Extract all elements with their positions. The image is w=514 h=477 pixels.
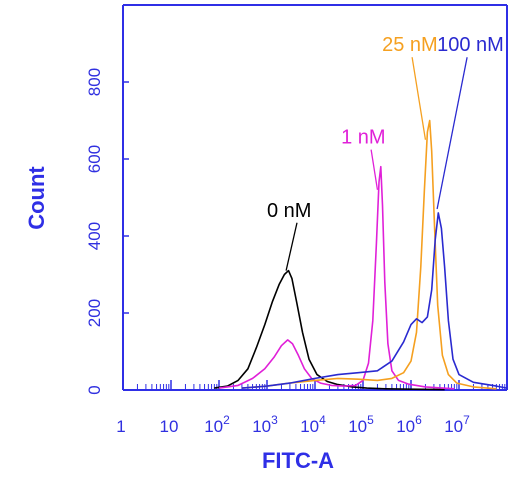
annotation-pointer-line [411, 57, 427, 140]
x-tick-label: 10 [160, 417, 179, 436]
y-tick-label: 200 [85, 299, 104, 327]
x-tick-exponent: 6 [415, 413, 422, 427]
x-tick-label: 106 [396, 413, 422, 436]
y-tick-label: 600 [85, 145, 104, 173]
series-line-0 [214, 269, 445, 391]
x-tick-label: 102 [204, 413, 230, 436]
x-tick-exponent: 3 [271, 413, 278, 427]
x-tick-base: 10 [204, 417, 223, 436]
x-tick-label: 105 [348, 413, 374, 436]
series-line-3 [241, 212, 508, 389]
y-tick-label: 800 [85, 68, 104, 96]
series-layer [214, 119, 508, 391]
x-tick-base: 10 [348, 417, 367, 436]
y-ticks: 0 200 400 600 800 [85, 68, 129, 395]
annotation-pointer-line [370, 149, 379, 190]
annotation-pointer-line [285, 222, 298, 271]
x-tick-exponent: 7 [463, 413, 470, 427]
x-tick-base: 10 [300, 417, 319, 436]
y-tick-label: 0 [85, 385, 104, 394]
x-tick-base: 1 [116, 417, 125, 436]
x-tick-label: 107 [444, 413, 470, 436]
x-tick-base: 10 [444, 417, 463, 436]
x-tick-base: 10 [396, 417, 415, 436]
x-axis-title: FITC-A [262, 448, 334, 473]
series-annotation-label: 0 nM [267, 200, 311, 222]
y-axis-title: Count [24, 166, 49, 230]
series-annotation-label: 1 nM [341, 127, 385, 149]
series-line-1 [218, 165, 455, 390]
x-tick-exponent: 4 [319, 413, 326, 427]
x-tick-base: 10 [160, 417, 179, 436]
x-tick-label: 1 [116, 417, 125, 436]
annotation-pointer-line [436, 57, 468, 210]
x-tick-label: 103 [252, 413, 278, 436]
annotation-layer: 0 nM 1 nM 25 nM 100 nM [267, 34, 504, 271]
x-tick-exponent: 5 [367, 413, 374, 427]
series-annotation-label: 100 nM [437, 34, 504, 56]
x-tick-exponent: 2 [223, 413, 230, 427]
series-line-2 [241, 119, 497, 390]
y-tick-label: 400 [85, 222, 104, 250]
x-tick-label: 104 [300, 413, 326, 436]
x-ticks: 1 10 102 103 104 105 106 107 [116, 380, 470, 436]
series-annotation-label: 25 nM [382, 34, 438, 56]
x-tick-base: 10 [252, 417, 271, 436]
